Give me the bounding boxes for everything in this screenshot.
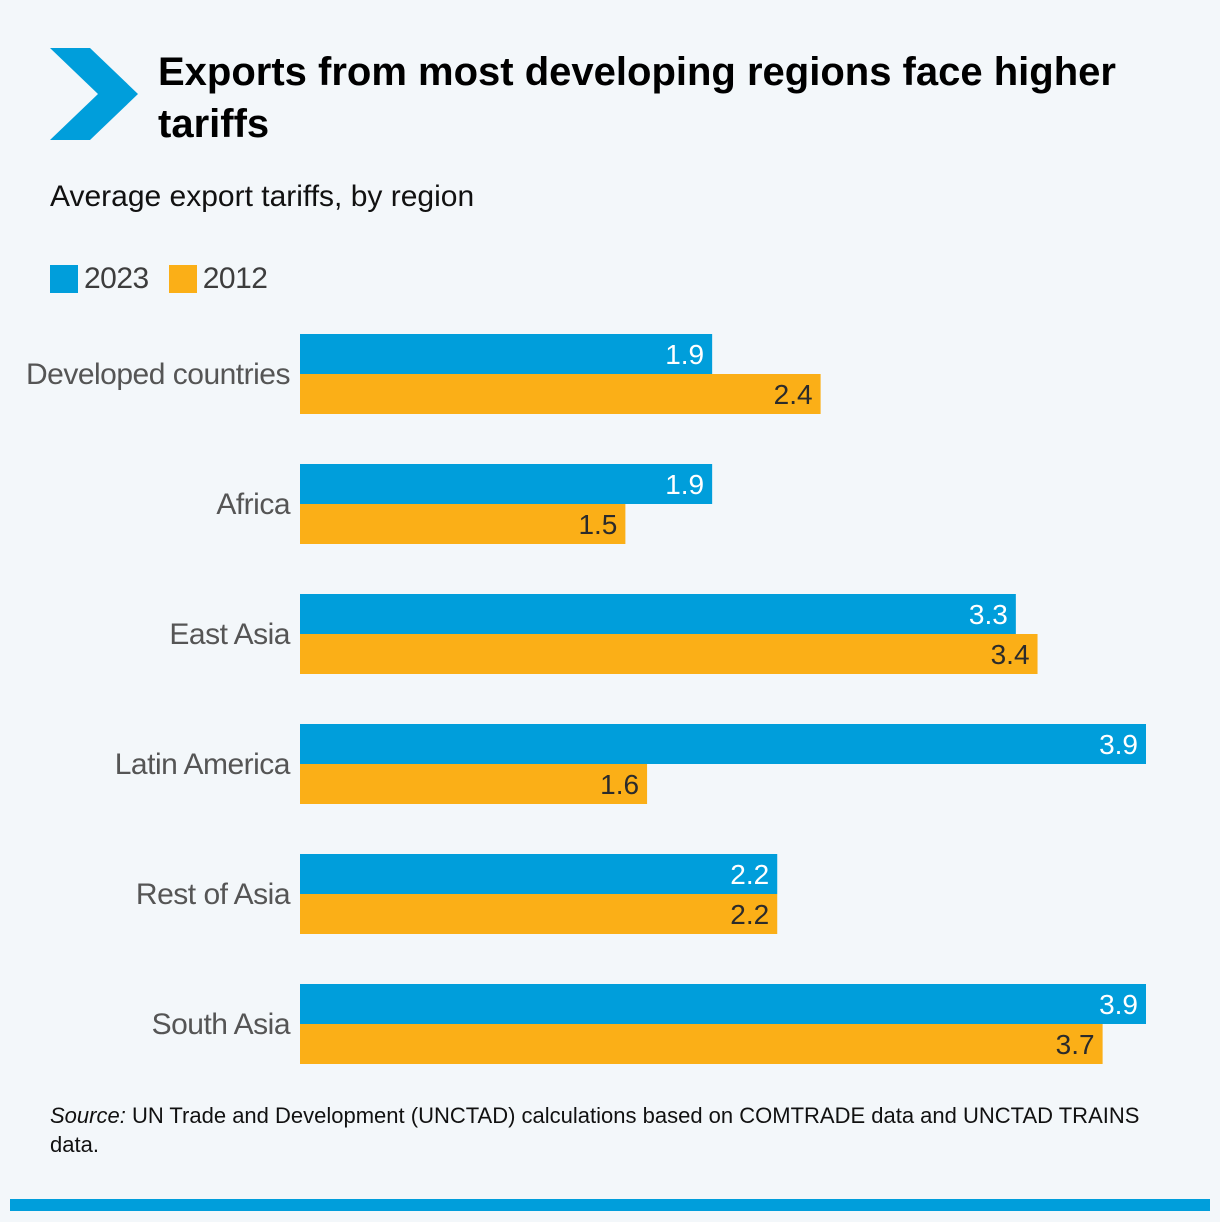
category-label-east-asia: East Asia bbox=[169, 618, 290, 651]
chevron-right-icon bbox=[50, 48, 138, 140]
bar-2023-east-asia bbox=[300, 594, 1016, 634]
source-prefix: Source: bbox=[50, 1103, 126, 1128]
category-label-south-asia: South Asia bbox=[152, 1008, 291, 1041]
bar-2012-developed-countries bbox=[300, 374, 821, 414]
value-label-2023-latin-america: 3.9 bbox=[1099, 729, 1138, 760]
legend: 2023 2012 bbox=[50, 262, 288, 296]
bar-2023-africa bbox=[300, 464, 713, 504]
bar-2023-latin-america bbox=[300, 724, 1146, 764]
legend-swatch-2023 bbox=[50, 265, 78, 293]
value-label-2012-africa: 1.5 bbox=[578, 509, 617, 540]
value-label-2023-south-asia: 3.9 bbox=[1099, 989, 1138, 1020]
value-label-2012-south-asia: 3.7 bbox=[1056, 1029, 1095, 1060]
bar-2012-south-asia bbox=[300, 1024, 1103, 1064]
bar-2012-rest-of-asia bbox=[300, 894, 778, 934]
value-label-2012-east-asia: 3.4 bbox=[991, 639, 1030, 670]
bar-2023-rest-of-asia bbox=[300, 854, 778, 894]
category-label-developed-countries: Developed countries bbox=[26, 358, 290, 391]
value-label-2012-developed-countries: 2.4 bbox=[774, 379, 813, 410]
chart-subtitle: Average export tariffs, by region bbox=[50, 180, 475, 213]
legend-label-2012: 2012 bbox=[202, 262, 268, 295]
value-label-2012-rest-of-asia: 2.2 bbox=[730, 899, 769, 930]
bar-2023-south-asia bbox=[300, 984, 1146, 1024]
value-label-2023-africa: 1.9 bbox=[665, 469, 704, 500]
legend-item-2023: 2023 bbox=[50, 262, 149, 296]
legend-label-2023: 2023 bbox=[84, 262, 149, 295]
value-label-2023-developed-countries: 1.9 bbox=[665, 339, 704, 370]
category-label-rest-of-asia: Rest of Asia bbox=[136, 878, 291, 911]
legend-swatch-2012 bbox=[168, 265, 197, 293]
bar-2012-africa bbox=[300, 504, 626, 544]
source-text: UN Trade and Development (UNCTAD) calcul… bbox=[50, 1103, 1140, 1157]
bar-chart: Developed countries 1.9 2.4 Africa 1.9 1.5 Eas… bbox=[26, 334, 1146, 1064]
category-label-africa: Africa bbox=[216, 488, 291, 521]
chart-title: Exports from most developing regions fac… bbox=[158, 50, 1116, 146]
bar-2012-latin-america bbox=[300, 764, 648, 804]
source-note: Source: UN Trade and Development (UNCTAD… bbox=[50, 1101, 1150, 1159]
bar-2012-east-asia bbox=[300, 634, 1038, 674]
bottom-accent-bar bbox=[10, 1199, 1210, 1211]
category-label-latin-america: Latin America bbox=[115, 748, 291, 781]
value-label-2023-east-asia: 3.3 bbox=[969, 599, 1008, 630]
legend-item-2012: 2012 bbox=[168, 262, 268, 296]
value-label-2023-rest-of-asia: 2.2 bbox=[730, 859, 769, 890]
bar-2023-developed-countries bbox=[300, 334, 713, 374]
value-label-2012-latin-america: 1.6 bbox=[600, 769, 639, 800]
